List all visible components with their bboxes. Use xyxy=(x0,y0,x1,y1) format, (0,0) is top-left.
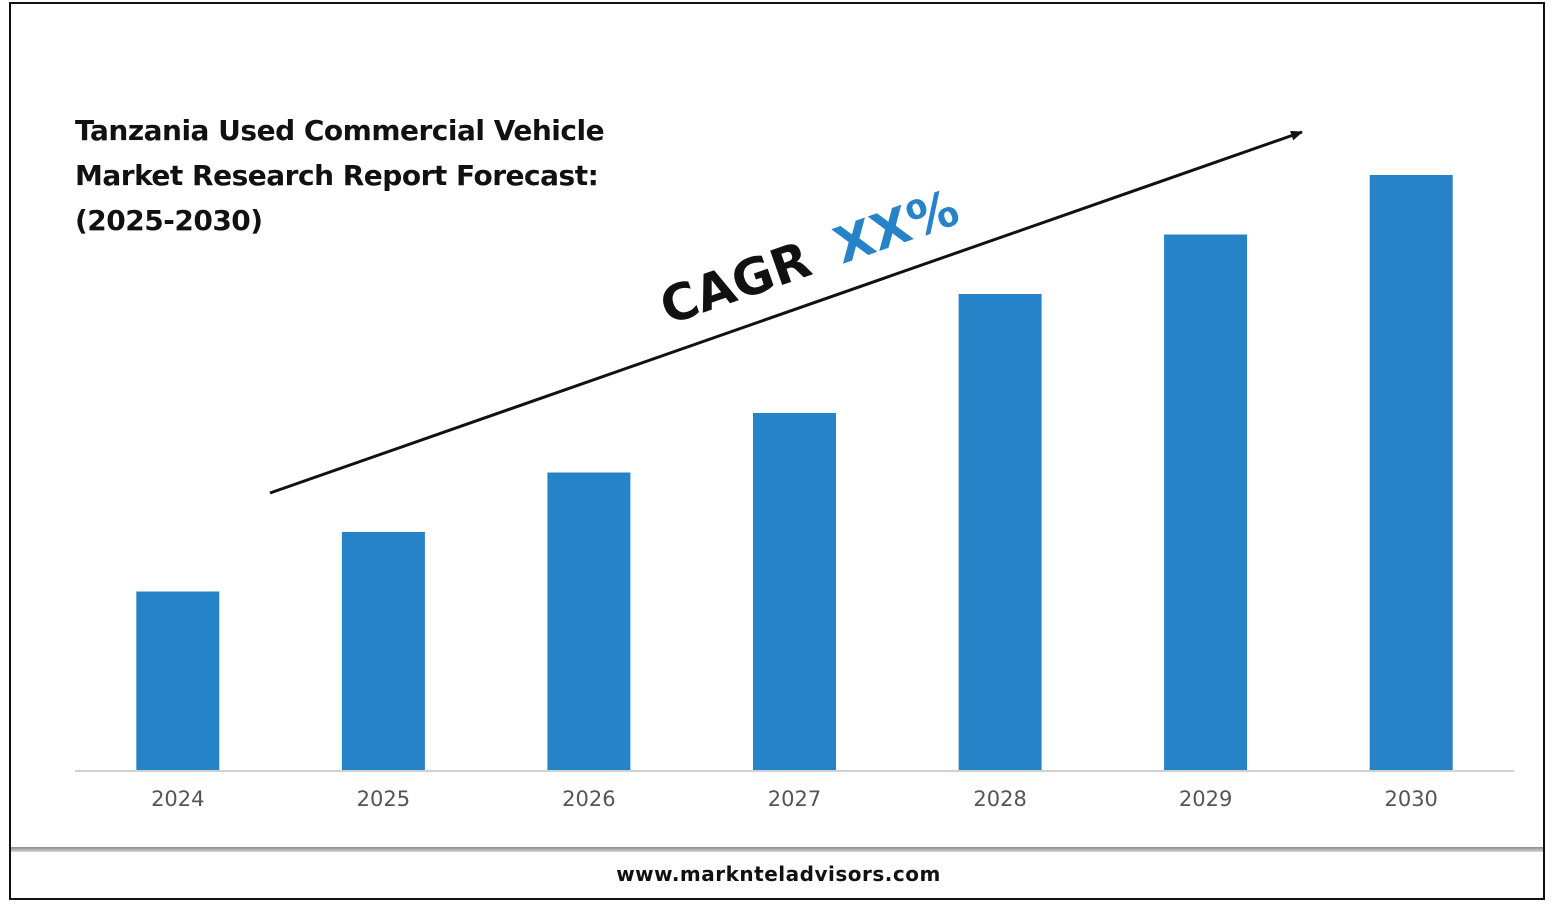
chart-title-line-2: Market Research Report Forecast: xyxy=(75,159,599,192)
x-tick-label-2025: 2025 xyxy=(357,787,410,811)
x-tick-label-2029: 2029 xyxy=(1179,787,1232,811)
bar-2025 xyxy=(341,532,425,770)
cagr-label: CAGR xyxy=(653,230,818,336)
bar-2029 xyxy=(1164,234,1248,770)
x-tick-label-2028: 2028 xyxy=(973,787,1026,811)
chart-title-line-3: (2025-2030) xyxy=(75,204,263,237)
x-axis-tick-labels: 2024 2025 2026 2027 2028 2029 2030 xyxy=(151,787,1438,811)
chart-title: Tanzania Used Commercial Vehicle Market … xyxy=(75,108,715,243)
bar-2027 xyxy=(753,413,836,770)
cagr-value: XX% xyxy=(827,179,966,276)
x-tick-label-2024: 2024 xyxy=(151,787,204,811)
footer-divider xyxy=(11,847,1543,852)
bar-2030 xyxy=(1369,175,1453,770)
footer-website-link[interactable]: www.marknteladvisors.com xyxy=(616,862,941,886)
bar-2028 xyxy=(958,294,1042,770)
trend-arrow xyxy=(269,130,1303,495)
x-tick-label-2027: 2027 xyxy=(768,787,821,811)
bar-series xyxy=(136,175,1453,770)
chart-title-line-1: Tanzania Used Commercial Vehicle xyxy=(75,114,605,147)
cagr-annotation: CAGR XX% xyxy=(653,179,966,337)
x-tick-label-2030: 2030 xyxy=(1384,787,1437,811)
bar-2026 xyxy=(547,472,631,770)
chart-frame xyxy=(9,2,1545,900)
bar-2024 xyxy=(136,591,220,770)
x-tick-label-2026: 2026 xyxy=(562,787,615,811)
